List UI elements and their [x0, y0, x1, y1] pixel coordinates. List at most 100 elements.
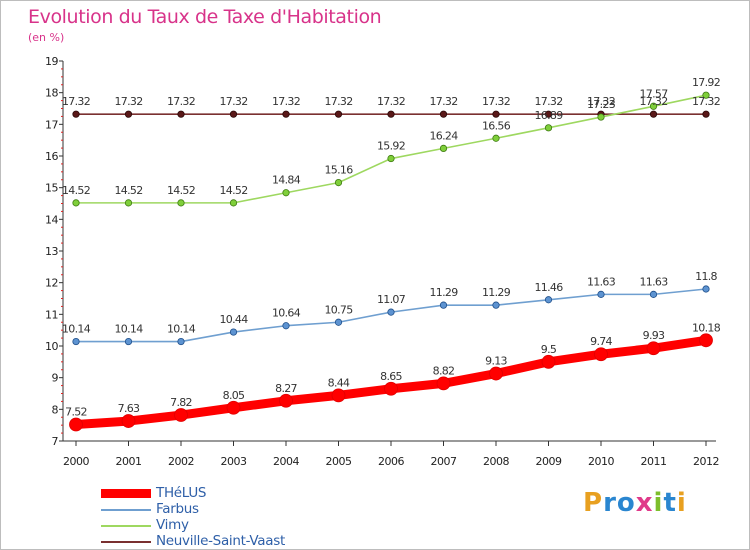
data-label: 17.32	[62, 95, 90, 108]
data-label: 11.63	[587, 275, 616, 288]
data-label: 11.29	[482, 286, 511, 299]
data-point	[439, 110, 448, 118]
x-tick-label: 2007	[431, 455, 457, 468]
data-point	[331, 388, 346, 403]
data-point	[124, 110, 133, 118]
data-label: 17.32	[115, 95, 143, 108]
x-tick-label: 2011	[641, 455, 667, 468]
y-tick-label: 10	[45, 340, 58, 353]
legend-label-farbus: Farbus	[156, 501, 199, 517]
legend-swatch-farbus	[101, 509, 151, 511]
data-point	[439, 144, 448, 152]
data-label: 9.5	[541, 343, 557, 356]
data-label: 10.18	[692, 321, 721, 334]
data-label: 10.14	[62, 323, 91, 336]
data-point	[649, 110, 658, 118]
y-tick-label: 17	[45, 118, 58, 131]
data-point	[492, 301, 500, 309]
data-label: 17.32	[535, 95, 563, 108]
data-label: 7.63	[118, 402, 140, 415]
data-label: 17.32	[167, 95, 195, 108]
y-tick-label: 8	[52, 403, 59, 416]
x-tick-label: 2012	[693, 455, 719, 468]
x-tick-label: 2004	[273, 455, 299, 468]
data-point	[72, 110, 80, 118]
data-point	[544, 110, 553, 118]
data-point	[436, 376, 451, 391]
y-tick-label: 13	[45, 245, 58, 258]
data-label: 15.92	[377, 140, 405, 153]
data-point	[384, 381, 398, 396]
series-layer	[69, 91, 713, 432]
data-label: 9.74	[590, 335, 612, 348]
data-point	[229, 199, 238, 207]
data-point	[229, 110, 238, 118]
data-label: 11.46	[535, 281, 564, 294]
data-label: 17.23	[587, 98, 616, 111]
data-label: 11.07	[377, 293, 406, 306]
data-point	[544, 296, 553, 304]
data-point	[124, 337, 133, 346]
y-tick-label: 9	[52, 372, 59, 385]
data-label: 8.27	[275, 382, 297, 395]
data-label: 14.52	[167, 184, 195, 197]
y-tick-label: 18	[45, 87, 58, 100]
data-label: 11.8	[695, 270, 717, 283]
data-point	[121, 414, 136, 428]
data-point	[387, 154, 395, 163]
data-point	[229, 328, 238, 336]
data-label-layer: 17.32 17.32 17.32 17.32 17.32 17.32 17.32 17.32…	[62, 76, 721, 418]
data-point	[226, 400, 241, 415]
data-label: 8.05	[223, 389, 245, 402]
data-label: 17.32	[640, 95, 668, 108]
data-point	[69, 417, 83, 432]
logo-letter: r	[603, 488, 617, 518]
data-label: 17.32	[430, 95, 458, 108]
y-tick-label: 14	[45, 213, 58, 226]
data-point	[492, 110, 500, 118]
data-point	[177, 199, 185, 207]
data-label: 15.16	[325, 164, 354, 177]
data-label: 14.52	[220, 184, 248, 197]
data-label: 8.82	[433, 364, 455, 377]
data-label: 14.52	[62, 184, 90, 197]
legend-label-thelus: THéLUS	[156, 485, 207, 501]
data-point	[649, 102, 658, 110]
data-label: 17.32	[482, 95, 510, 108]
data-point	[279, 393, 293, 408]
legend-label-neuville: Neuville-Saint-Vaast	[156, 533, 285, 549]
chart-unit: (en %)	[28, 31, 65, 44]
x-tick-label: 2000	[63, 455, 89, 468]
data-label: 17.32	[377, 95, 405, 108]
data-point	[597, 113, 605, 121]
x-tick-label: 2003	[221, 455, 247, 468]
data-point	[541, 354, 556, 369]
data-point	[544, 124, 553, 132]
logo-letter: i	[676, 488, 687, 518]
data-label: 16.89	[535, 109, 564, 122]
x-tick-label: 2006	[378, 455, 404, 468]
data-label: 10.75	[325, 303, 354, 316]
data-point	[489, 366, 503, 381]
data-point	[387, 308, 395, 316]
data-label: 10.14	[167, 323, 196, 336]
data-point	[282, 322, 290, 330]
y-tick-label: 19	[45, 55, 58, 68]
proxiti-logo: Proxiti	[583, 488, 687, 518]
data-label: 17.32	[272, 95, 300, 108]
data-point	[702, 110, 710, 118]
data-point	[177, 337, 185, 346]
data-point	[282, 189, 290, 197]
data-point	[72, 199, 80, 207]
data-label: 17.32	[220, 95, 248, 108]
logo-letter: i	[653, 488, 664, 518]
data-point	[649, 290, 658, 298]
data-label: 16.56	[482, 119, 511, 132]
legend-swatch-vimy	[101, 525, 151, 527]
logo-letter: o	[616, 488, 636, 518]
data-point	[702, 91, 710, 99]
x-tick-label: 2002	[168, 455, 194, 468]
data-point	[334, 110, 343, 118]
data-point	[387, 110, 395, 118]
